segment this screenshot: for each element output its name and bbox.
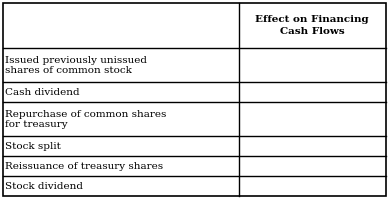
Text: Issued previously unissued
shares of common stock: Issued previously unissued shares of com… [5,56,147,75]
Text: Stock split: Stock split [5,142,61,151]
Text: Cash dividend: Cash dividend [5,88,80,97]
Text: Stock dividend: Stock dividend [5,181,83,191]
Text: Repurchase of common shares
for treasury: Repurchase of common shares for treasury [5,110,166,129]
Text: Reissuance of treasury shares: Reissuance of treasury shares [5,162,163,171]
Text: Effect on Financing
Cash Flows: Effect on Financing Cash Flows [256,16,369,36]
